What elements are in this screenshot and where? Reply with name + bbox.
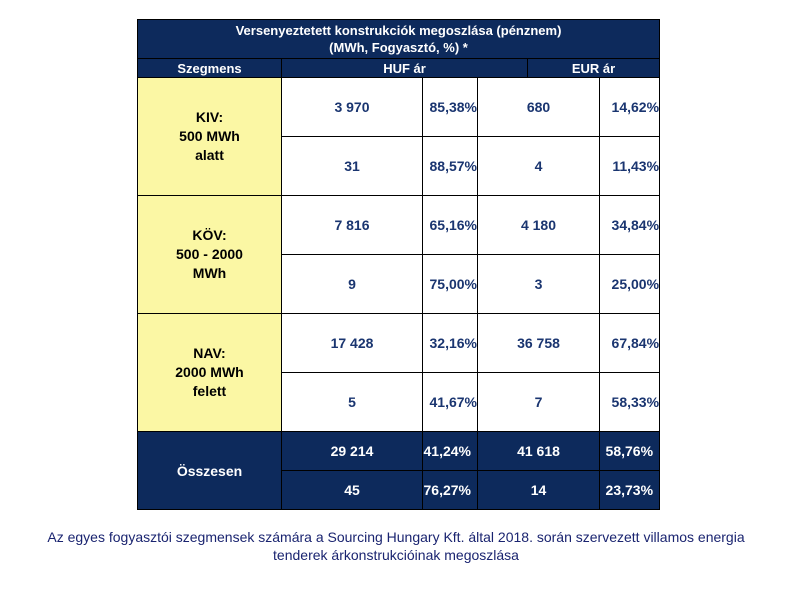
segment-label-line: alatt — [195, 147, 224, 163]
segment-label-line: felett — [192, 383, 227, 399]
huf-value: 5 — [281, 372, 423, 432]
eur-percent: 34,84% — [598, 195, 661, 255]
huf-percent: 75,00% — [422, 254, 478, 314]
huf-value: 7 816 — [281, 195, 423, 255]
segment-label-line: 2000 MWh — [175, 364, 244, 380]
table-row: 31 88,57% 4 11,43% — [138, 136, 661, 196]
pricing-table: Versenyeztetett konstrukciók megoszlása … — [136, 19, 661, 510]
eur-value: 7 — [477, 372, 600, 432]
huf-percent: 85,38% — [422, 77, 478, 137]
table-caption: Az egyes fogyasztói szegmensek számára a… — [20, 528, 772, 564]
eur-percent: 14,62% — [598, 77, 661, 137]
eur-value: 4 — [477, 136, 600, 196]
huf-value: 17 428 — [281, 313, 423, 373]
huf-value: 31 — [281, 136, 423, 196]
total-huf-value: 29 214 — [281, 431, 423, 471]
table-row-total: Összesen 29 214 41,24% 41 618 58,76% — [137, 431, 661, 510]
segment-label-line: 500 - 2000 — [176, 246, 243, 262]
segment-kov: KÖV: 500 - 2000 MWh — [137, 195, 282, 314]
segment-label-line: 500 MWh — [179, 128, 240, 144]
eur-value: 36 758 — [477, 313, 600, 373]
eur-percent: 58,33% — [598, 372, 661, 432]
total-eur-percent: 23,73% — [598, 470, 661, 510]
total-huf-percent: 76,27% — [422, 470, 478, 510]
header-segment: Szegmens — [137, 58, 282, 78]
table-row-total: 45 76,27% 14 23,73% — [138, 470, 661, 510]
eur-value: 680 — [477, 77, 600, 137]
segment-label-line: KIV: — [195, 109, 224, 125]
header-eur: EUR ár — [526, 58, 661, 78]
table-title-line2: (MWh, Fogyasztó, %) * — [329, 40, 468, 55]
segment-label-line: MWh — [192, 265, 227, 281]
table-title-line1: Versenyeztetett konstrukciók megoszlása … — [235, 23, 562, 38]
eur-value: 3 — [477, 254, 600, 314]
huf-percent: 65,16% — [422, 195, 478, 255]
eur-percent: 25,00% — [598, 254, 661, 314]
huf-value: 3 970 — [281, 77, 423, 137]
huf-percent: 88,57% — [422, 136, 478, 196]
total-label: Összesen — [137, 431, 282, 510]
eur-percent: 11,43% — [598, 136, 661, 196]
total-eur-percent: 58,76% — [598, 431, 661, 471]
header-huf: HUF ár — [281, 58, 528, 78]
table-title: Versenyeztetett konstrukciók megoszlása … — [136, 19, 661, 59]
huf-percent: 41,67% — [422, 372, 478, 432]
huf-value: 9 — [281, 254, 423, 314]
caption-line1: Az egyes fogyasztói szegmensek számára a… — [47, 529, 745, 545]
total-eur-value: 14 — [477, 470, 600, 510]
segment-label-line: NAV: — [193, 345, 226, 361]
segment-kiv: KIV: 500 MWh alatt — [137, 77, 282, 196]
huf-percent: 32,16% — [422, 313, 478, 373]
eur-value: 4 180 — [477, 195, 600, 255]
total-eur-value: 41 618 — [477, 431, 600, 471]
segment-label-line: KÖV: — [192, 227, 227, 243]
caption-line2: tenderek árkonstrukcióinak megoszlása — [273, 547, 519, 563]
table-row: KIV: 500 MWh alatt 3 970 85,38% 680 14,6… — [137, 77, 661, 196]
table-row: NAV: 2000 MWh felett 17 428 32,16% 36 75… — [137, 313, 661, 432]
total-huf-percent: 41,24% — [422, 431, 478, 471]
segment-nav: NAV: 2000 MWh felett — [137, 313, 282, 432]
eur-percent: 67,84% — [598, 313, 661, 373]
total-huf-value: 45 — [281, 470, 423, 510]
table-row: KÖV: 500 - 2000 MWh 7 816 65,16% 4 180 3… — [137, 195, 661, 314]
